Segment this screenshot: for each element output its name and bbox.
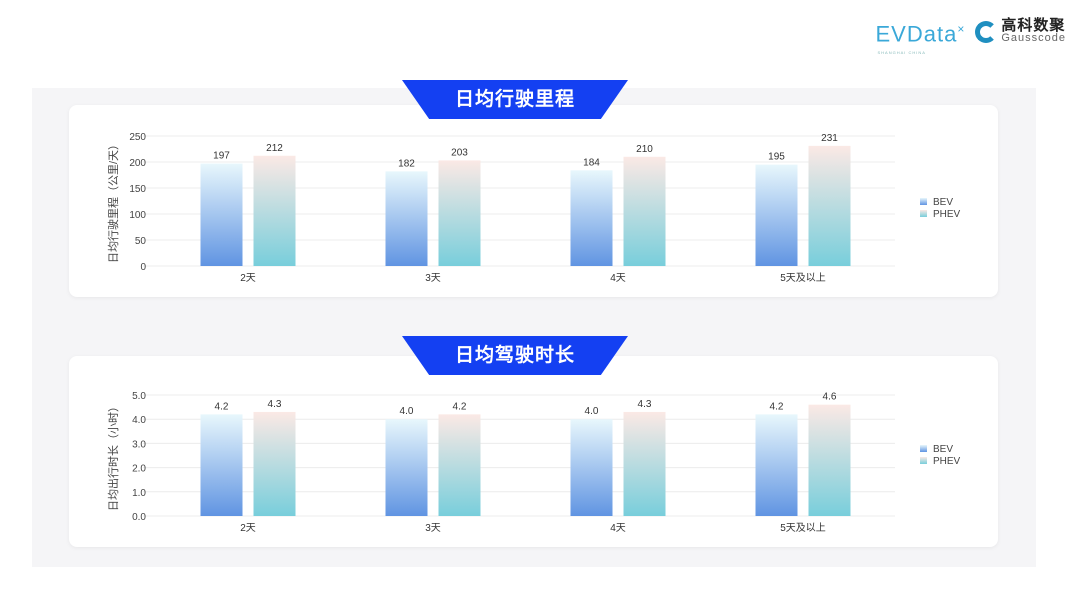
data-label: 203 bbox=[451, 147, 468, 158]
bar-bev bbox=[570, 170, 613, 266]
bar-bev bbox=[200, 163, 243, 266]
chart-title-mileage: 日均行驶里程 bbox=[402, 80, 628, 119]
x-tick-label: 4天 bbox=[610, 523, 626, 534]
bar-bev bbox=[385, 419, 428, 516]
y-tick-label: 200 bbox=[129, 158, 146, 169]
data-label: 4.2 bbox=[215, 401, 229, 412]
bar-bev bbox=[200, 414, 243, 516]
bar-phev bbox=[253, 411, 296, 516]
data-label: 195 bbox=[768, 152, 785, 163]
y-tick-label: 250 bbox=[129, 132, 146, 143]
chart-0: 0 50 100 150 200 250 日均行驶里程（公里/天） 2天 197 212 3天 182… bbox=[106, 132, 961, 284]
legend-label-phev: PHEV bbox=[933, 456, 961, 467]
data-label: 182 bbox=[398, 158, 415, 169]
data-label: 197 bbox=[213, 151, 230, 162]
y-tick-label: 50 bbox=[135, 236, 147, 247]
legend-label-bev: BEV bbox=[933, 197, 953, 208]
data-label: 4.2 bbox=[770, 401, 784, 412]
bar-bev bbox=[755, 414, 798, 516]
gausscode-mark-icon bbox=[975, 20, 998, 43]
bar-phev bbox=[623, 411, 666, 516]
x-tick-label: 5天及以上 bbox=[780, 522, 826, 534]
bar-phev bbox=[808, 145, 851, 266]
data-label: 4.0 bbox=[585, 406, 599, 417]
data-label: 212 bbox=[266, 143, 283, 154]
y-tick-label: 5.0 bbox=[132, 391, 146, 402]
y-tick-label: 4.0 bbox=[132, 415, 146, 426]
bar-bev bbox=[570, 419, 613, 516]
y-tick-label: 0 bbox=[140, 262, 146, 273]
bar-phev bbox=[438, 160, 481, 266]
y-axis-label: 日均行驶里程（公里/天） bbox=[106, 139, 120, 263]
data-label: 210 bbox=[636, 144, 653, 155]
data-label: 4.0 bbox=[400, 406, 414, 417]
data-label: 4.3 bbox=[268, 399, 282, 410]
x-tick-label: 4天 bbox=[610, 273, 626, 284]
evdata-logo-text: EVData bbox=[875, 21, 958, 47]
bar-phev bbox=[438, 414, 481, 516]
data-label: 4.6 bbox=[823, 392, 837, 403]
legend-label-phev: PHEV bbox=[933, 209, 961, 220]
y-tick-label: 3.0 bbox=[132, 439, 146, 450]
x-tick-label: 2天 bbox=[240, 523, 256, 534]
evdata-logo: EVData× SHANGHAI CHINA bbox=[875, 18, 966, 55]
data-label: 4.3 bbox=[638, 399, 652, 410]
chart-title-duration: 日均驾驶时长 bbox=[402, 336, 628, 375]
legend-swatch-bev bbox=[920, 445, 927, 452]
chart-1: 0.0 1.0 2.0 3.0 4.0 5.0 日均出行时长（小时） 2天 4.2 4.3 3天 4.… bbox=[106, 391, 961, 534]
legend-label-bev: BEV bbox=[933, 444, 953, 455]
bar-bev bbox=[385, 171, 428, 266]
legend-swatch-phev bbox=[920, 210, 927, 217]
legend-swatch-phev bbox=[920, 457, 927, 464]
bar-phev bbox=[808, 404, 851, 516]
y-axis-label: 日均出行时长（小时） bbox=[106, 401, 120, 511]
x-tick-label: 3天 bbox=[425, 273, 441, 284]
evdata-logo-sub: SHANGHAI CHINA bbox=[877, 50, 926, 55]
y-tick-label: 2.0 bbox=[132, 464, 146, 475]
y-tick-label: 0.0 bbox=[132, 512, 146, 523]
bar-bev bbox=[755, 164, 798, 266]
x-tick-label: 3天 bbox=[425, 523, 441, 534]
bar-phev bbox=[253, 155, 296, 266]
y-tick-label: 1.0 bbox=[132, 488, 146, 499]
y-tick-label: 100 bbox=[129, 210, 146, 221]
bar-phev bbox=[623, 156, 666, 266]
data-label: 231 bbox=[821, 133, 838, 144]
gausscode-cn: 高科数聚 bbox=[1001, 16, 1066, 34]
gausscode-en: Gausscode bbox=[1001, 31, 1066, 44]
gausscode-logo: 高科数聚 Gausscode bbox=[975, 16, 1066, 45]
y-tick-label: 150 bbox=[129, 184, 146, 195]
legend-swatch-bev bbox=[920, 198, 927, 205]
logos: EVData× SHANGHAI CHINA 高科数聚 Gausscode bbox=[875, 16, 1067, 55]
x-tick-label: 5天及以上 bbox=[780, 272, 826, 284]
data-label: 4.2 bbox=[453, 401, 467, 412]
x-tick-label: 2天 bbox=[240, 273, 256, 284]
data-label: 184 bbox=[583, 157, 600, 168]
